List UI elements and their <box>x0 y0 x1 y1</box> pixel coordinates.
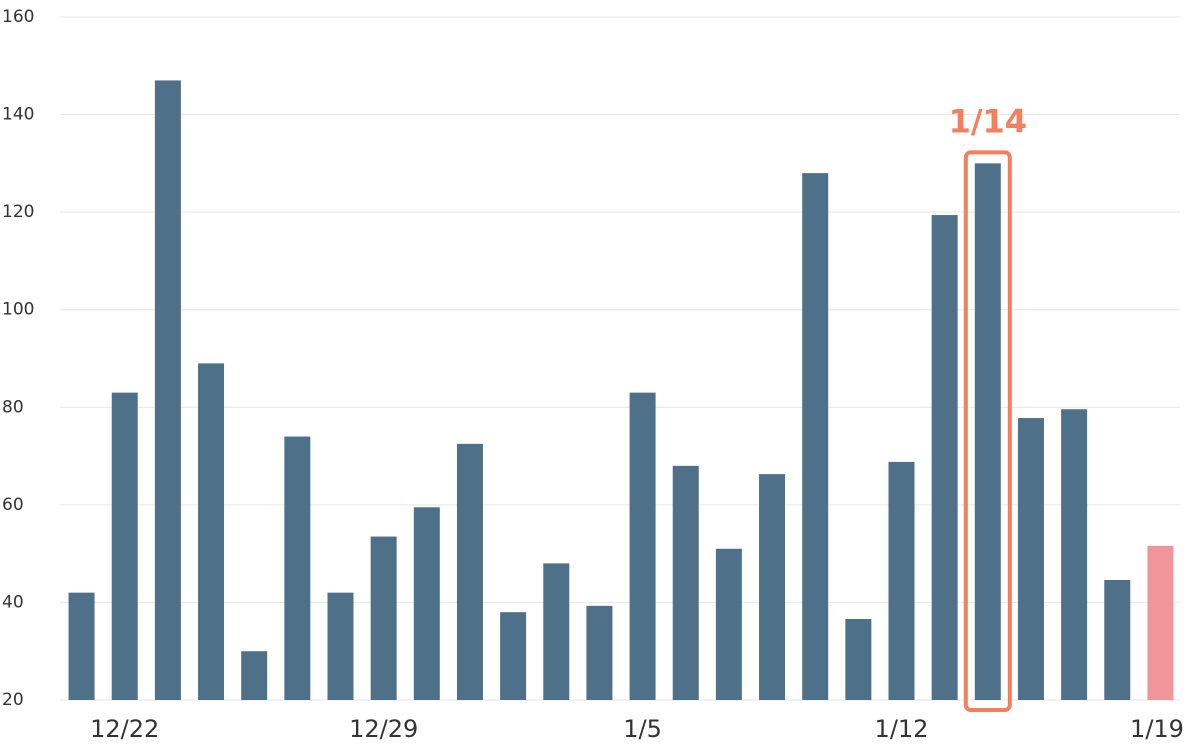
bar <box>370 536 397 700</box>
bar <box>327 592 354 700</box>
bar <box>456 443 483 700</box>
bar <box>888 461 915 700</box>
annotation: 1/14 <box>949 102 1027 140</box>
bar <box>586 605 613 700</box>
bar <box>1147 545 1174 700</box>
bar <box>672 465 699 700</box>
highlight-box <box>963 150 1012 713</box>
bar <box>68 592 95 700</box>
bar <box>241 651 268 700</box>
bar <box>974 163 1001 700</box>
y-tick-label: 120 <box>2 202 34 222</box>
y-tick-label: 160 <box>2 7 34 27</box>
bar <box>111 392 138 700</box>
x-tick-label: 12/22 <box>90 715 159 743</box>
bar <box>154 80 181 700</box>
x-tick-label: 1/19 <box>1130 715 1184 743</box>
bar <box>1104 579 1131 700</box>
bar <box>759 474 786 700</box>
y-tick-label: 100 <box>2 300 34 320</box>
bar <box>198 363 225 700</box>
bar <box>284 436 311 700</box>
y-tick-label: 40 <box>2 592 24 612</box>
bar <box>629 392 656 700</box>
bar <box>1017 418 1044 700</box>
bar <box>845 619 872 700</box>
bar <box>931 215 958 700</box>
y-tick-label: 20 <box>2 690 24 710</box>
bar <box>715 548 742 700</box>
y-tick-label: 140 <box>2 105 34 125</box>
bar <box>413 507 440 700</box>
x-tick-label: 1/12 <box>875 715 929 743</box>
x-tick-label: 12/29 <box>349 715 418 743</box>
bar <box>802 173 829 701</box>
x-tick-label: 1/5 <box>623 715 662 743</box>
y-tick-label: 60 <box>2 495 24 515</box>
bar <box>500 612 527 700</box>
bar <box>1061 409 1088 700</box>
y-tick-label: 80 <box>2 397 24 417</box>
bar <box>543 563 570 700</box>
